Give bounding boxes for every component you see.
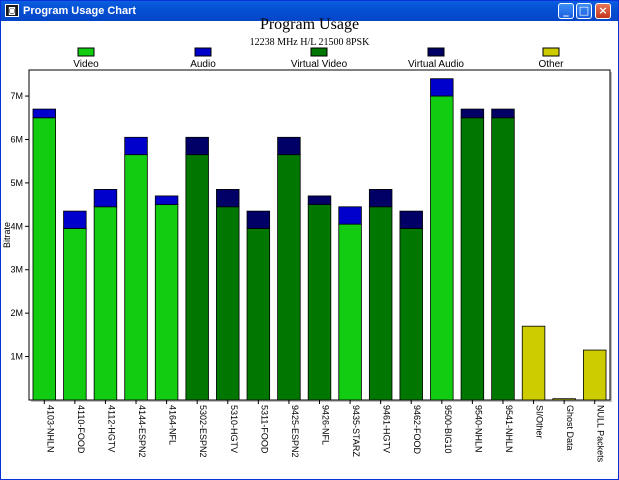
minimize-button[interactable]: _ (558, 3, 574, 19)
legend-swatch-virtual_video (310, 47, 328, 57)
category-label: 9425-ESPN2 (290, 405, 300, 458)
maximize-icon: □ (578, 4, 590, 17)
y-tick-label: 2M (10, 308, 23, 318)
maximize-button[interactable]: □ (576, 3, 592, 19)
legend-label-video: Video (73, 59, 99, 70)
y-tick-label: 6M (10, 134, 23, 144)
category-label: Ghost Data (565, 405, 575, 451)
category-label: 9540-NHLN (473, 405, 483, 453)
bar-video (124, 154, 148, 401)
y-tick-label: 1M (10, 352, 23, 362)
bar-other (521, 325, 546, 401)
bar-virtual_video (216, 206, 240, 401)
legend-label-other: Other (538, 59, 564, 70)
bar-virtual_video (185, 154, 209, 401)
y-tick-label: 4M (10, 221, 23, 231)
window-title: Program Usage Chart (23, 5, 137, 17)
bar-audio (154, 195, 179, 206)
bar-virtual_video (399, 228, 423, 401)
bar-video (63, 228, 87, 401)
bar-video (154, 204, 179, 401)
category-label: 9462-FOOD (412, 405, 422, 455)
bar-virtual_audio (307, 195, 332, 206)
bar-video (32, 117, 57, 401)
bar-virtual_audio (246, 210, 271, 229)
y-tick-label: 3M (10, 265, 23, 275)
category-label: 4144-ESPN2 (137, 405, 147, 458)
bar-virtual_audio (399, 210, 423, 229)
bar-virtual_audio (460, 108, 485, 119)
category-label: 5302-ESPN2 (198, 405, 208, 458)
category-label: SI/Other (535, 405, 545, 439)
bar-audio (430, 78, 454, 97)
bar-virtual_audio (185, 136, 209, 156)
y-tick-label: 7M (10, 91, 23, 101)
bar-virtual_video (368, 206, 393, 401)
minimize-icon: _ (563, 4, 569, 17)
bar-virtual_video (491, 117, 515, 401)
close-button[interactable]: × (595, 3, 611, 19)
title-bar[interactable]: ◙ Program Usage Chart _ □ × (1, 1, 618, 21)
bar-virtual_audio (491, 108, 515, 119)
category-label: 5310-HGTV (229, 405, 239, 453)
legend-swatch-virtual_audio (427, 47, 445, 57)
bar-other (582, 349, 607, 401)
bar-video (430, 95, 454, 401)
legend-swatch-other (542, 47, 560, 57)
chart-title: Program Usage (259, 16, 360, 33)
category-label: 9500-BIG10 (443, 405, 453, 454)
bar-audio (338, 206, 362, 225)
legend-swatch-video (77, 47, 95, 57)
category-label: 9426-NFL (321, 405, 331, 445)
category-label: 4110-FOOD (76, 405, 86, 454)
app-icon[interactable]: ◙ (5, 4, 19, 17)
y-axis-label: Bitrate (2, 222, 12, 248)
bar-audio (93, 189, 118, 208)
bar-audio (124, 136, 148, 156)
category-label: 4164-NFL (168, 405, 178, 445)
category-label: NULL Packets (596, 405, 606, 463)
legend-swatch-audio (194, 47, 212, 57)
bar-virtual_audio (216, 189, 240, 208)
legend-label-virtual_audio: Virtual Audio (408, 59, 464, 70)
bar-virtual_video (307, 204, 332, 401)
category-label: 4103-NHLN (45, 405, 55, 453)
category-label: 9461-HGTV (382, 405, 392, 453)
bar-other (552, 398, 576, 401)
bar-audio (63, 210, 87, 229)
bar-video (338, 223, 362, 401)
legend-label-audio: Audio (190, 59, 216, 70)
y-tick-label: 5M (10, 178, 23, 188)
category-label: 4112-HGTV (106, 405, 116, 452)
bar-virtual_audio (277, 136, 301, 156)
bar-audio (32, 108, 57, 119)
bar-virtual_audio (368, 189, 393, 208)
category-label: 9435-STARZ (351, 405, 361, 457)
bar-video (93, 206, 118, 401)
bar-virtual_video (460, 117, 485, 401)
category-label: 5311-FOOD (259, 405, 269, 454)
close-icon: × (598, 4, 608, 17)
bar-virtual_video (246, 228, 271, 401)
category-label: 9541-NHLN (504, 405, 514, 453)
chart-subtitle: 12238 MHz H/L 21500 8PSK (249, 37, 370, 48)
legend-label-virtual_video: Virtual Video (291, 59, 348, 70)
bar-virtual_video (277, 154, 301, 401)
